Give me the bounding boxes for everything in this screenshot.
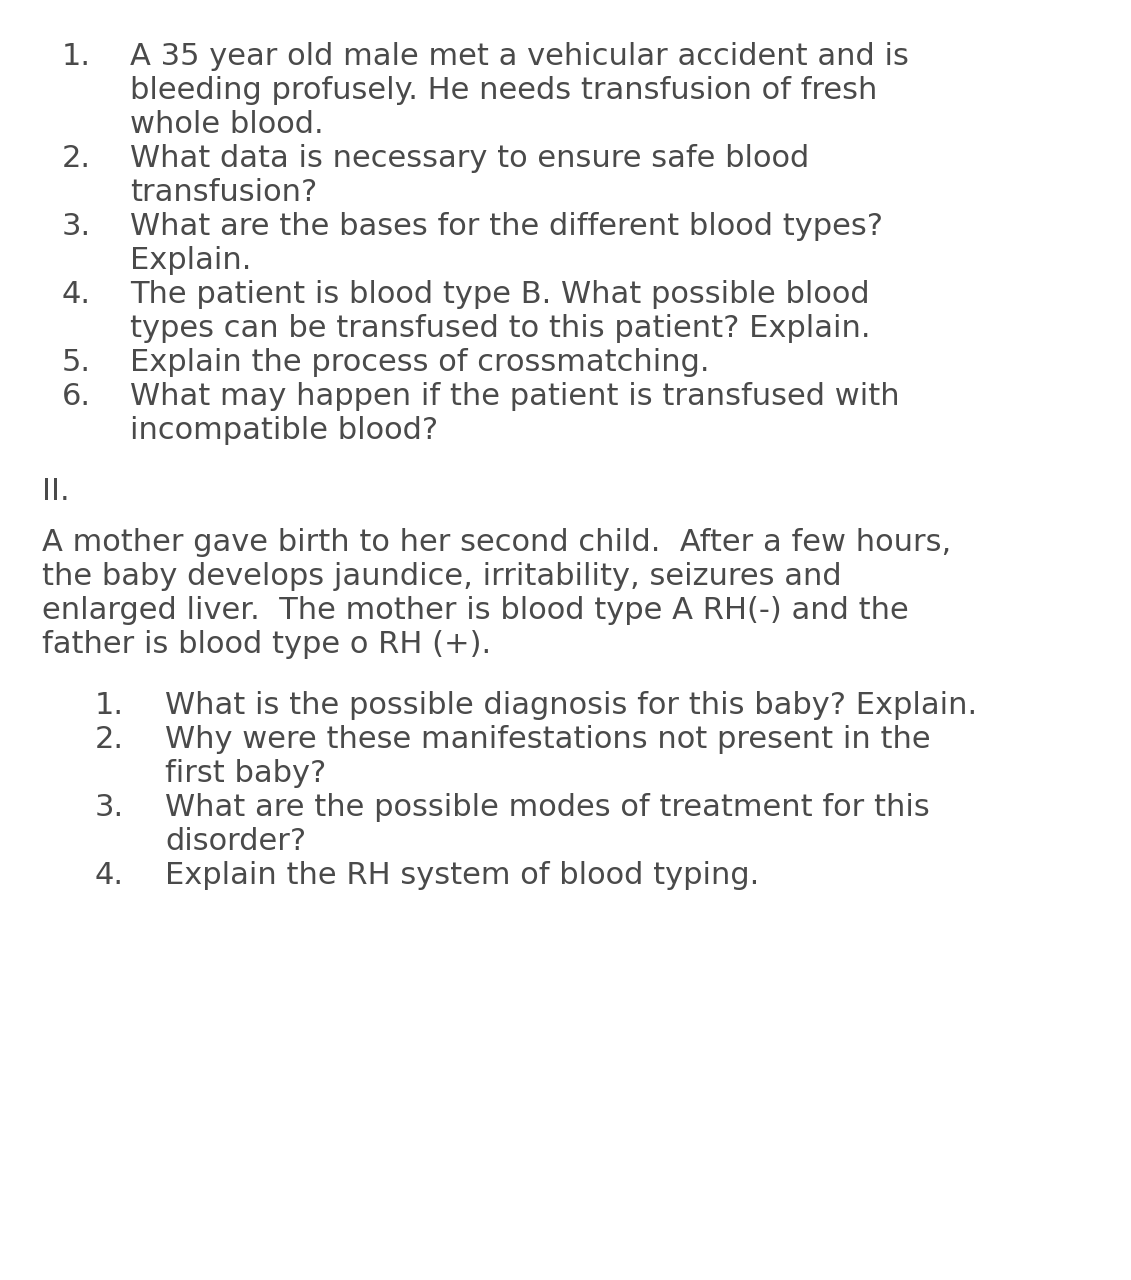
Text: disorder?: disorder?	[165, 827, 307, 856]
Text: 1.: 1.	[95, 691, 124, 721]
Text: A 35 year old male met a vehicular accident and is: A 35 year old male met a vehicular accid…	[130, 42, 909, 70]
Text: the baby develops jaundice, irritability, seizures and: the baby develops jaundice, irritability…	[42, 562, 841, 591]
Text: Explain the process of crossmatching.: Explain the process of crossmatching.	[130, 348, 709, 378]
Text: 4.: 4.	[95, 861, 124, 891]
Text: incompatible blood?: incompatible blood?	[130, 416, 438, 445]
Text: father is blood type o RH (+).: father is blood type o RH (+).	[42, 630, 491, 659]
Text: types can be transfused to this patient? Explain.: types can be transfused to this patient?…	[130, 314, 871, 343]
Text: 5.: 5.	[62, 348, 90, 378]
Text: 6.: 6.	[62, 381, 90, 411]
Text: 3.: 3.	[95, 794, 124, 823]
Text: What data is necessary to ensure safe blood: What data is necessary to ensure safe bl…	[130, 143, 810, 173]
Text: II.: II.	[42, 477, 70, 506]
Text: 4.: 4.	[62, 280, 90, 308]
Text: 2.: 2.	[62, 143, 90, 173]
Text: What are the possible modes of treatment for this: What are the possible modes of treatment…	[165, 794, 930, 823]
Text: What may happen if the patient is transfused with: What may happen if the patient is transf…	[130, 381, 899, 411]
Text: bleeding profusely. He needs transfusion of fresh: bleeding profusely. He needs transfusion…	[130, 76, 878, 105]
Text: Explain the RH system of blood typing.: Explain the RH system of blood typing.	[165, 861, 759, 891]
Text: 3.: 3.	[62, 212, 92, 241]
Text: Explain.: Explain.	[130, 246, 251, 275]
Text: What are the bases for the different blood types?: What are the bases for the different blo…	[130, 212, 883, 241]
Text: Why were these manifestations not present in the: Why were these manifestations not presen…	[165, 726, 931, 754]
Text: transfusion?: transfusion?	[130, 178, 318, 207]
Text: enlarged liver.  The mother is blood type A RH(-) and the: enlarged liver. The mother is blood type…	[42, 596, 908, 625]
Text: first baby?: first baby?	[165, 759, 326, 788]
Text: 1.: 1.	[62, 42, 90, 70]
Text: The patient is blood type B. What possible blood: The patient is blood type B. What possib…	[130, 280, 870, 308]
Text: whole blood.: whole blood.	[130, 110, 323, 140]
Text: 2.: 2.	[95, 726, 124, 754]
Text: A mother gave birth to her second child.  After a few hours,: A mother gave birth to her second child.…	[42, 529, 951, 557]
Text: What is the possible diagnosis for this baby? Explain.: What is the possible diagnosis for this …	[165, 691, 977, 721]
